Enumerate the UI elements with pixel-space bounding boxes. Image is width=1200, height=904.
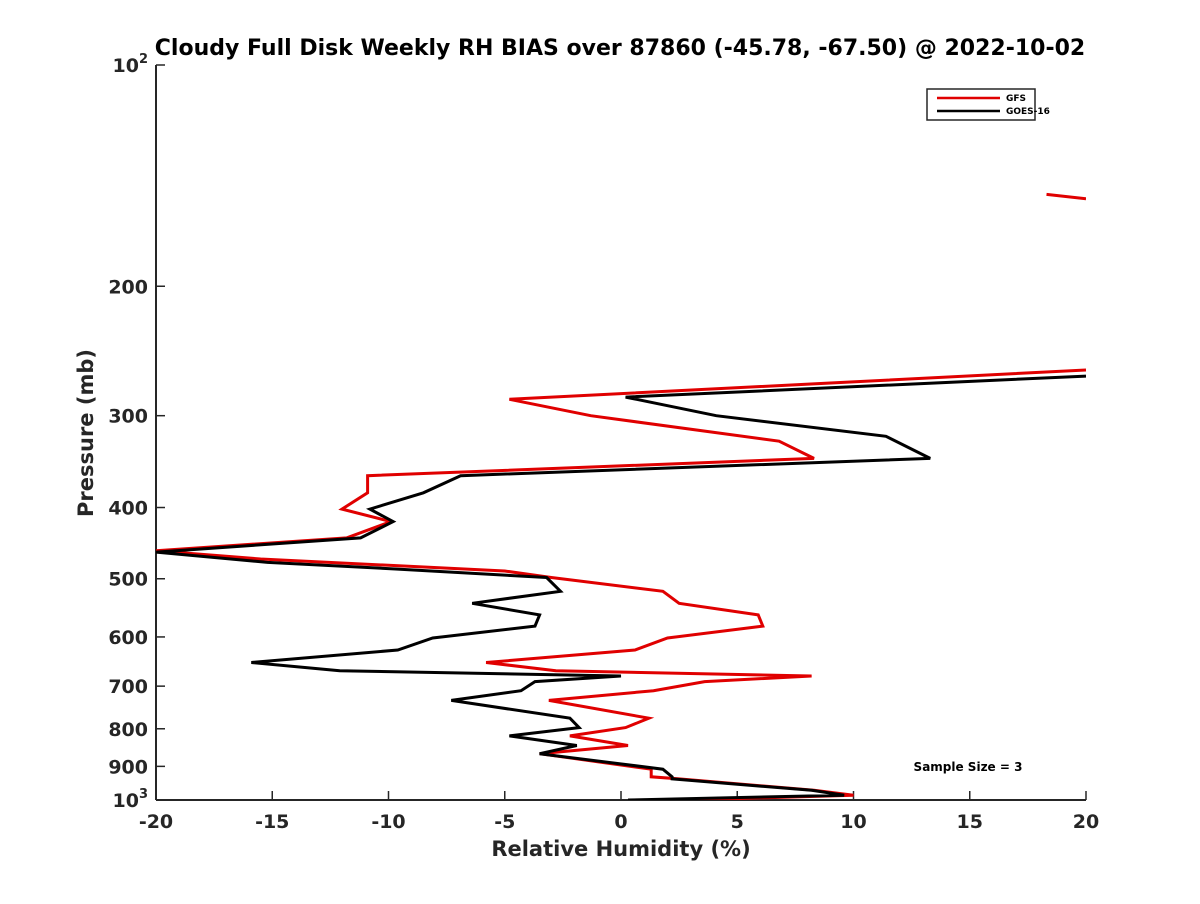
y-tick-label: 900 (108, 756, 148, 778)
x-tick-label: -20 (139, 811, 173, 833)
y-tick-label: 103 (113, 787, 149, 812)
y-tick-label: 300 (108, 406, 148, 428)
y-axis-label: Pressure (mb) (74, 349, 98, 517)
y-tick-label: 400 (108, 498, 148, 520)
series-line-goes-16 (156, 374, 1086, 800)
x-tick-label: -10 (371, 811, 405, 833)
y-ticks: 102 200 300 400 500 600 700 800 900 103 (108, 52, 165, 812)
x-axis-label: Relative Humidity (%) (491, 837, 750, 861)
plot-lines (156, 192, 1086, 800)
x-tick-label: 15 (957, 811, 983, 833)
legend: GFS GOES-16 (926, 88, 1050, 121)
x-tick-label: 20 (1073, 811, 1099, 833)
chart-title: Cloudy Full Disk Weekly RH BIAS over 878… (155, 36, 1085, 61)
x-ticks: -20 -15 -10 -5 0 5 10 15 20 (139, 791, 1099, 833)
series-line-gfs (156, 368, 1086, 800)
y-tick-label: 700 (108, 676, 148, 698)
y-tick-label: 600 (108, 627, 148, 649)
legend-label: GOES-16 (1006, 107, 1050, 117)
y-tick-label: 200 (108, 276, 148, 298)
x-tick-label: 5 (731, 811, 744, 833)
y-tick-label: 800 (108, 719, 148, 741)
sample-size-annotation: Sample Size = 3 (914, 760, 1023, 774)
y-tick-label: 102 (113, 52, 149, 77)
legend-box (926, 88, 1036, 121)
x-tick-label: -15 (255, 811, 289, 833)
legend-label: GFS (1006, 94, 1026, 104)
series-line-gfs (1046, 192, 1086, 201)
x-tick-label: 0 (614, 811, 627, 833)
y-tick-label: 500 (108, 569, 148, 591)
x-tick-label: -5 (494, 811, 515, 833)
x-tick-label: 10 (840, 811, 866, 833)
